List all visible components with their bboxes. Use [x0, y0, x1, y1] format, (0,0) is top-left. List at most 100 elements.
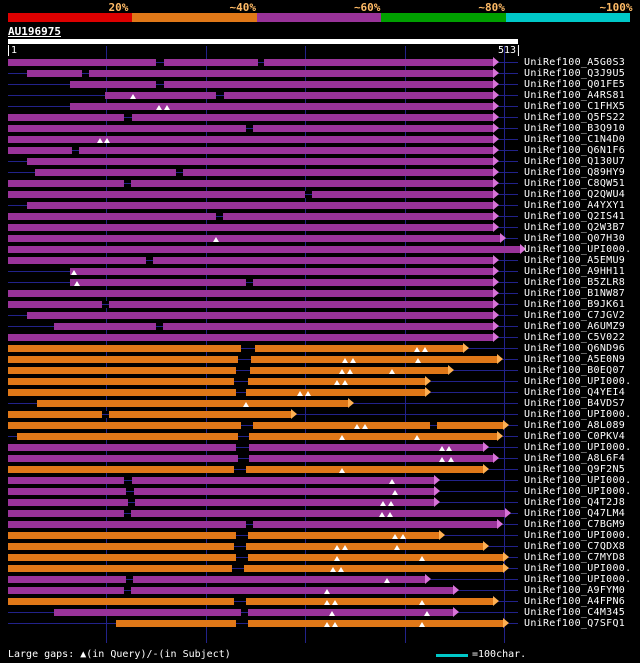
- alignment-bar[interactable]: [8, 532, 439, 539]
- hit-label[interactable]: UniRef100_A9FYM0: [524, 585, 626, 596]
- hit-label[interactable]: UniRef100_C1N4D0: [524, 134, 626, 145]
- hit-label[interactable]: UniRef100_A6UMZ9: [524, 321, 626, 332]
- hit-label[interactable]: UniRef100_A8L089: [524, 420, 626, 431]
- alignment-bar[interactable]: [26, 312, 494, 319]
- alignment-bar[interactable]: [116, 620, 504, 627]
- hit-label[interactable]: UniRef100_C5V022: [524, 332, 626, 343]
- alignment-bar[interactable]: [105, 92, 494, 99]
- hit-label[interactable]: UniRef100_Q4YEI4: [524, 387, 626, 398]
- hit-label[interactable]: UniRef100_C7MYD8: [524, 552, 626, 563]
- hit-label[interactable]: UniRef100_Q6N1F6: [524, 145, 626, 156]
- hit-label[interactable]: UniRef100_C0PKV4: [524, 431, 626, 442]
- alignment-bar[interactable]: [8, 543, 484, 550]
- alignment-bar[interactable]: [8, 235, 501, 242]
- hit-label[interactable]: UniRef100_UPI000.: [524, 475, 632, 486]
- hit-label[interactable]: UniRef100_UPI000.: [524, 486, 632, 497]
- hit-label[interactable]: UniRef100_C1FHX5: [524, 101, 626, 112]
- hit-label[interactable]: UniRef100_Q2IS41: [524, 211, 626, 222]
- alignment-bar[interactable]: [8, 191, 494, 198]
- alignment-bar[interactable]: [8, 587, 454, 594]
- alignment-bar[interactable]: [8, 246, 520, 253]
- hit-label[interactable]: UniRef100_Q01FE5: [524, 79, 626, 90]
- alignment-bar[interactable]: [8, 59, 494, 66]
- hit-label[interactable]: UniRef100_Q6ND96: [524, 343, 626, 354]
- alignment-bar[interactable]: [8, 477, 434, 484]
- hit-label[interactable]: UniRef100_UPI000.: [524, 244, 632, 255]
- hit-label[interactable]: UniRef100_C7BGM9: [524, 519, 626, 530]
- hit-label[interactable]: UniRef100_Q4T2J8: [524, 497, 626, 508]
- hit-label[interactable]: UniRef100_B9JK61: [524, 299, 626, 310]
- alignment-bar[interactable]: [8, 367, 449, 374]
- hit-label[interactable]: UniRef100_Q9F2N5: [524, 464, 626, 475]
- alignment-bar[interactable]: [8, 224, 494, 231]
- alignment-bar[interactable]: [36, 400, 348, 407]
- hit-label[interactable]: UniRef100_B4VDS7: [524, 398, 626, 409]
- hit-label[interactable]: UniRef100_C7QDX8: [524, 541, 626, 552]
- hit-label[interactable]: UniRef100_A4RS81: [524, 90, 626, 101]
- alignment-bar[interactable]: [53, 609, 454, 616]
- hit-label[interactable]: UniRef100_A4FPN6: [524, 596, 626, 607]
- alignment-bar[interactable]: [8, 136, 494, 143]
- alignment-bar[interactable]: [8, 455, 494, 462]
- alignment-bar[interactable]: [8, 180, 494, 187]
- alignment-bar[interactable]: [8, 290, 494, 297]
- alignment-bar[interactable]: [8, 213, 494, 220]
- alignment-bar[interactable]: [26, 70, 494, 77]
- hit-label[interactable]: UniRef100_B5ZLR8: [524, 277, 626, 288]
- alignment-bar[interactable]: [8, 466, 484, 473]
- hit-label[interactable]: UniRef100_UPI000.: [524, 409, 632, 420]
- alignment-bar[interactable]: [8, 499, 434, 506]
- hit-label[interactable]: UniRef100_C8QW51: [524, 178, 626, 189]
- hit-label[interactable]: UniRef100_A4YXY1: [524, 200, 626, 211]
- alignment-bar[interactable]: [8, 510, 506, 517]
- hit-label[interactable]: UniRef100_UPI000.: [524, 376, 632, 387]
- alignment-bar[interactable]: [8, 565, 504, 572]
- hit-label[interactable]: UniRef100_Q2QWU4: [524, 189, 626, 200]
- alignment-bar[interactable]: [8, 411, 292, 418]
- alignment-bar[interactable]: [8, 147, 494, 154]
- alignment-bar[interactable]: [69, 279, 494, 286]
- alignment-bar[interactable]: [69, 103, 494, 110]
- hit-label[interactable]: UniRef100_A8L6F4: [524, 453, 626, 464]
- hit-label[interactable]: UniRef100_A5G0S3: [524, 57, 626, 68]
- hit-label[interactable]: UniRef100_Q2W3B7: [524, 222, 626, 233]
- hit-label[interactable]: UniRef100_A5EMU9: [524, 255, 626, 266]
- alignment-bar[interactable]: [69, 81, 494, 88]
- alignment-bar[interactable]: [8, 378, 425, 385]
- alignment-bar[interactable]: [16, 433, 498, 440]
- hit-label[interactable]: UniRef100_B3Q910: [524, 123, 626, 134]
- alignment-bar[interactable]: [53, 323, 494, 330]
- alignment-bar[interactable]: [8, 345, 464, 352]
- hit-label[interactable]: UniRef100_A9HH11: [524, 266, 626, 277]
- hit-label[interactable]: UniRef100_B0EQ07: [524, 365, 626, 376]
- alignment-bar[interactable]: [8, 554, 504, 561]
- alignment-bar[interactable]: [8, 488, 434, 495]
- hit-label[interactable]: UniRef100_Q3J9U5: [524, 68, 626, 79]
- alignment-bar[interactable]: [69, 268, 494, 275]
- hit-label[interactable]: UniRef100_Q89HY9: [524, 167, 626, 178]
- hit-label[interactable]: UniRef100_Q5FS22: [524, 112, 626, 123]
- hit-label[interactable]: UniRef100_Q7SFQ1: [524, 618, 626, 629]
- hit-label[interactable]: UniRef100_UPI000.: [524, 530, 632, 541]
- hit-label[interactable]: UniRef100_Q130U7: [524, 156, 626, 167]
- hit-label[interactable]: UniRef100_A5E0N9: [524, 354, 626, 365]
- alignment-bar[interactable]: [8, 598, 494, 605]
- alignment-bar[interactable]: [8, 334, 494, 341]
- alignment-bar[interactable]: [8, 576, 425, 583]
- alignment-bar[interactable]: [8, 301, 494, 308]
- alignment-bar[interactable]: [26, 158, 494, 165]
- alignment-bar[interactable]: [8, 257, 494, 264]
- alignment-bar[interactable]: [26, 202, 494, 209]
- alignment-bar[interactable]: [8, 356, 498, 363]
- hit-label[interactable]: UniRef100_B1NW87: [524, 288, 626, 299]
- hit-label[interactable]: UniRef100_UPI000.: [524, 442, 632, 453]
- alignment-bar[interactable]: [8, 114, 494, 121]
- hit-label[interactable]: UniRef100_C7JGV2: [524, 310, 626, 321]
- alignment-bar[interactable]: [34, 169, 494, 176]
- hit-label[interactable]: UniRef100_C4M345: [524, 607, 626, 618]
- hit-label[interactable]: UniRef100_UPI000.: [524, 574, 632, 585]
- alignment-bar[interactable]: [8, 422, 504, 429]
- alignment-bar[interactable]: [8, 389, 425, 396]
- hit-label[interactable]: UniRef100_Q07H30: [524, 233, 626, 244]
- hit-label[interactable]: UniRef100_Q47LM4: [524, 508, 626, 519]
